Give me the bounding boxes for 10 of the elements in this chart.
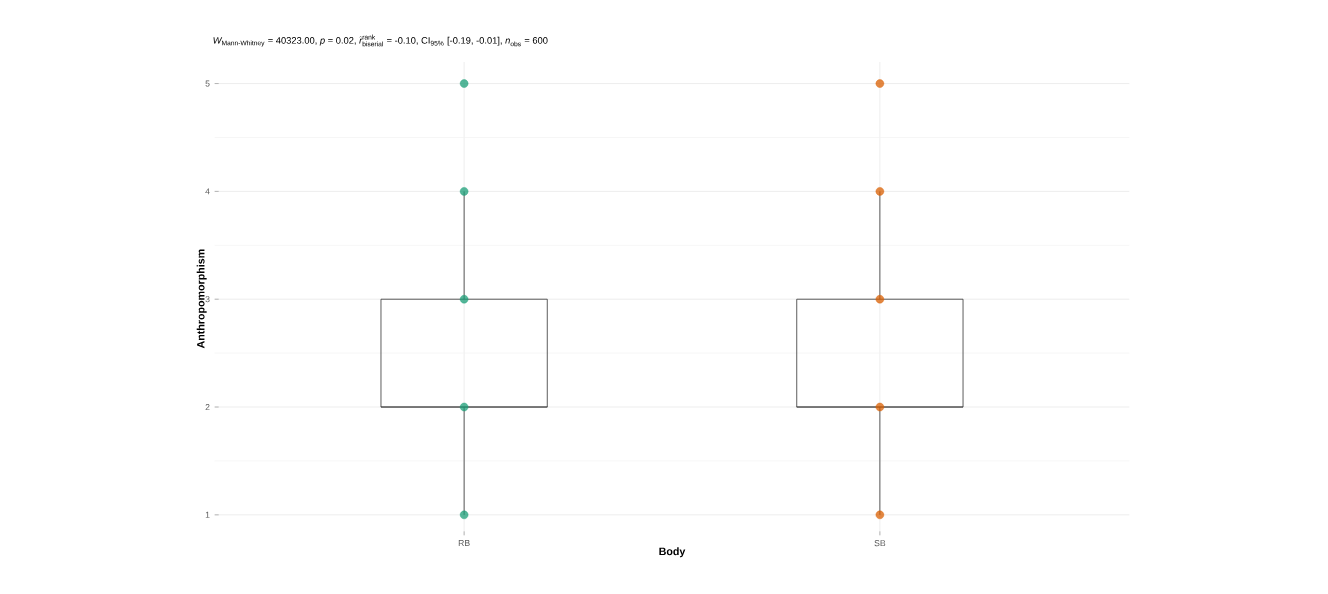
x-axis-title: Body <box>659 547 686 558</box>
y-tick-label: 2 <box>205 404 210 411</box>
y-axis-title: Anthropomorphism <box>196 249 207 349</box>
y-tick-label: 5 <box>205 80 210 87</box>
x-tick-label: RB <box>458 540 470 547</box>
y-tick-label: 3 <box>205 296 210 303</box>
x-tick-label: SB <box>874 540 886 547</box>
y-tick-label: 1 <box>205 511 210 518</box>
y-tick-label: 4 <box>205 188 210 195</box>
chart-title: $\text{\itshape W}_{\text{Mann-Whitney}}\text{ = 40323.00, \itshape p\upshape{} = 0.02, }\hat{\text{\itshape r}}_{\text{biserial}}^{\text{rank}}\text{ = -0.10, CI}_{\text{95\%}}\text{ [-0.19, -0.01], \itshape n}_{\text{obs}}\text{ = 600}$ <box>213 34 548 47</box>
